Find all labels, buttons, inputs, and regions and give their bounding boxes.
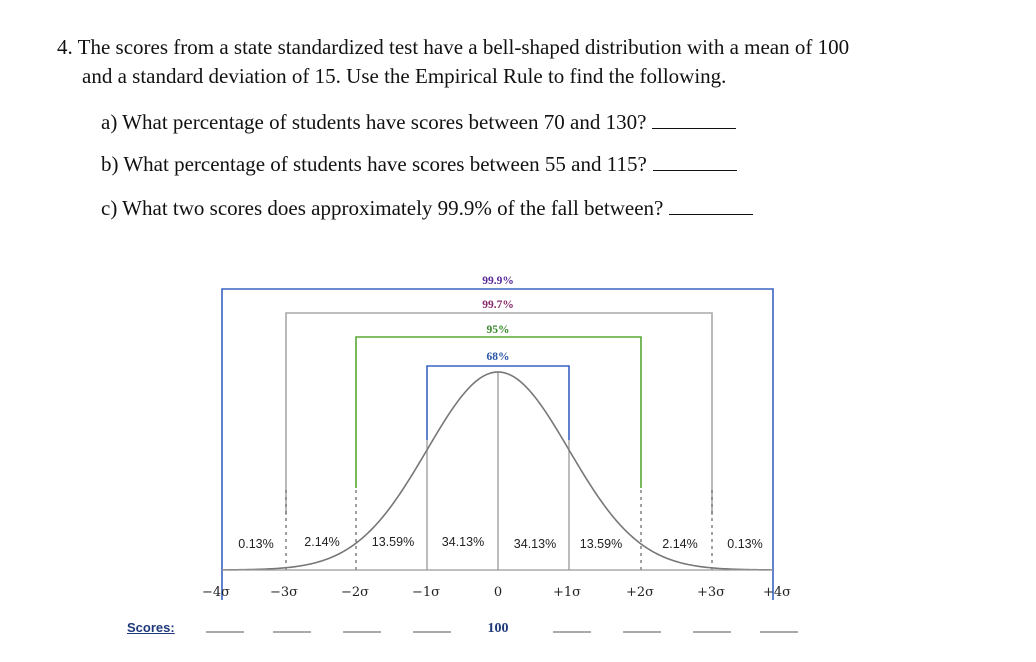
- region-pct-7: 2.14%: [662, 537, 697, 551]
- scores-label: Scores:: [127, 620, 175, 635]
- region-pct-8: 0.13%: [727, 537, 762, 551]
- bracket-68: [426, 365, 570, 440]
- sigma-label-plus-2: +2σ: [626, 585, 654, 600]
- question-line-1: 4. The scores from a state standardized …: [57, 35, 850, 59]
- bracket-99-9: [221, 288, 774, 600]
- part-c-text: c) What two scores does approximately 99…: [101, 196, 664, 220]
- label-68: 68%: [487, 351, 510, 363]
- region-pct-4: 34.13%: [442, 535, 484, 549]
- part-b-answer-blank[interactable]: [652, 169, 737, 171]
- sigma-label-plus-3: +3σ: [697, 585, 725, 600]
- part-b-text: b) What percentage of students have scor…: [101, 152, 647, 176]
- sigma-label-plus-4: +4σ: [763, 585, 791, 600]
- part-a-answer-blank[interactable]: [652, 127, 737, 129]
- region-pct-5: 34.13%: [514, 537, 556, 551]
- part-c: c) What two scores does approximately 99…: [101, 196, 754, 221]
- bracket-95: [355, 336, 642, 488]
- label-99-9: 99.9%: [482, 275, 514, 287]
- bell-curve: [221, 371, 773, 571]
- region-pct-3: 13.59%: [372, 535, 414, 549]
- region-pct-2: 2.14%: [304, 535, 339, 549]
- region-pct-1: 0.13%: [238, 537, 273, 551]
- question-line-2: and a standard deviation of 15. Use the …: [82, 64, 727, 88]
- sigma-label-zero: 0: [494, 585, 502, 600]
- sigma-label-minus-2: −2σ: [341, 585, 369, 600]
- label-99-7: 99.7%: [482, 299, 514, 311]
- part-b: b) What percentage of students have scor…: [101, 152, 737, 177]
- part-c-answer-blank[interactable]: [669, 213, 754, 215]
- sigma-label-minus-3: −3σ: [270, 585, 298, 600]
- part-a-text: a) What percentage of students have scor…: [101, 110, 647, 134]
- region-pct-6: 13.59%: [580, 537, 622, 551]
- bracket-99-7: [285, 312, 713, 515]
- sigma-label-plus-1: +1σ: [553, 585, 581, 600]
- part-a: a) What percentage of students have scor…: [101, 110, 737, 135]
- sigma-label-minus-4: −4σ: [202, 585, 230, 600]
- label-95: 95%: [487, 324, 510, 336]
- mean-score-value: 100: [488, 621, 509, 636]
- sigma-label-minus-1: −1σ: [412, 585, 440, 600]
